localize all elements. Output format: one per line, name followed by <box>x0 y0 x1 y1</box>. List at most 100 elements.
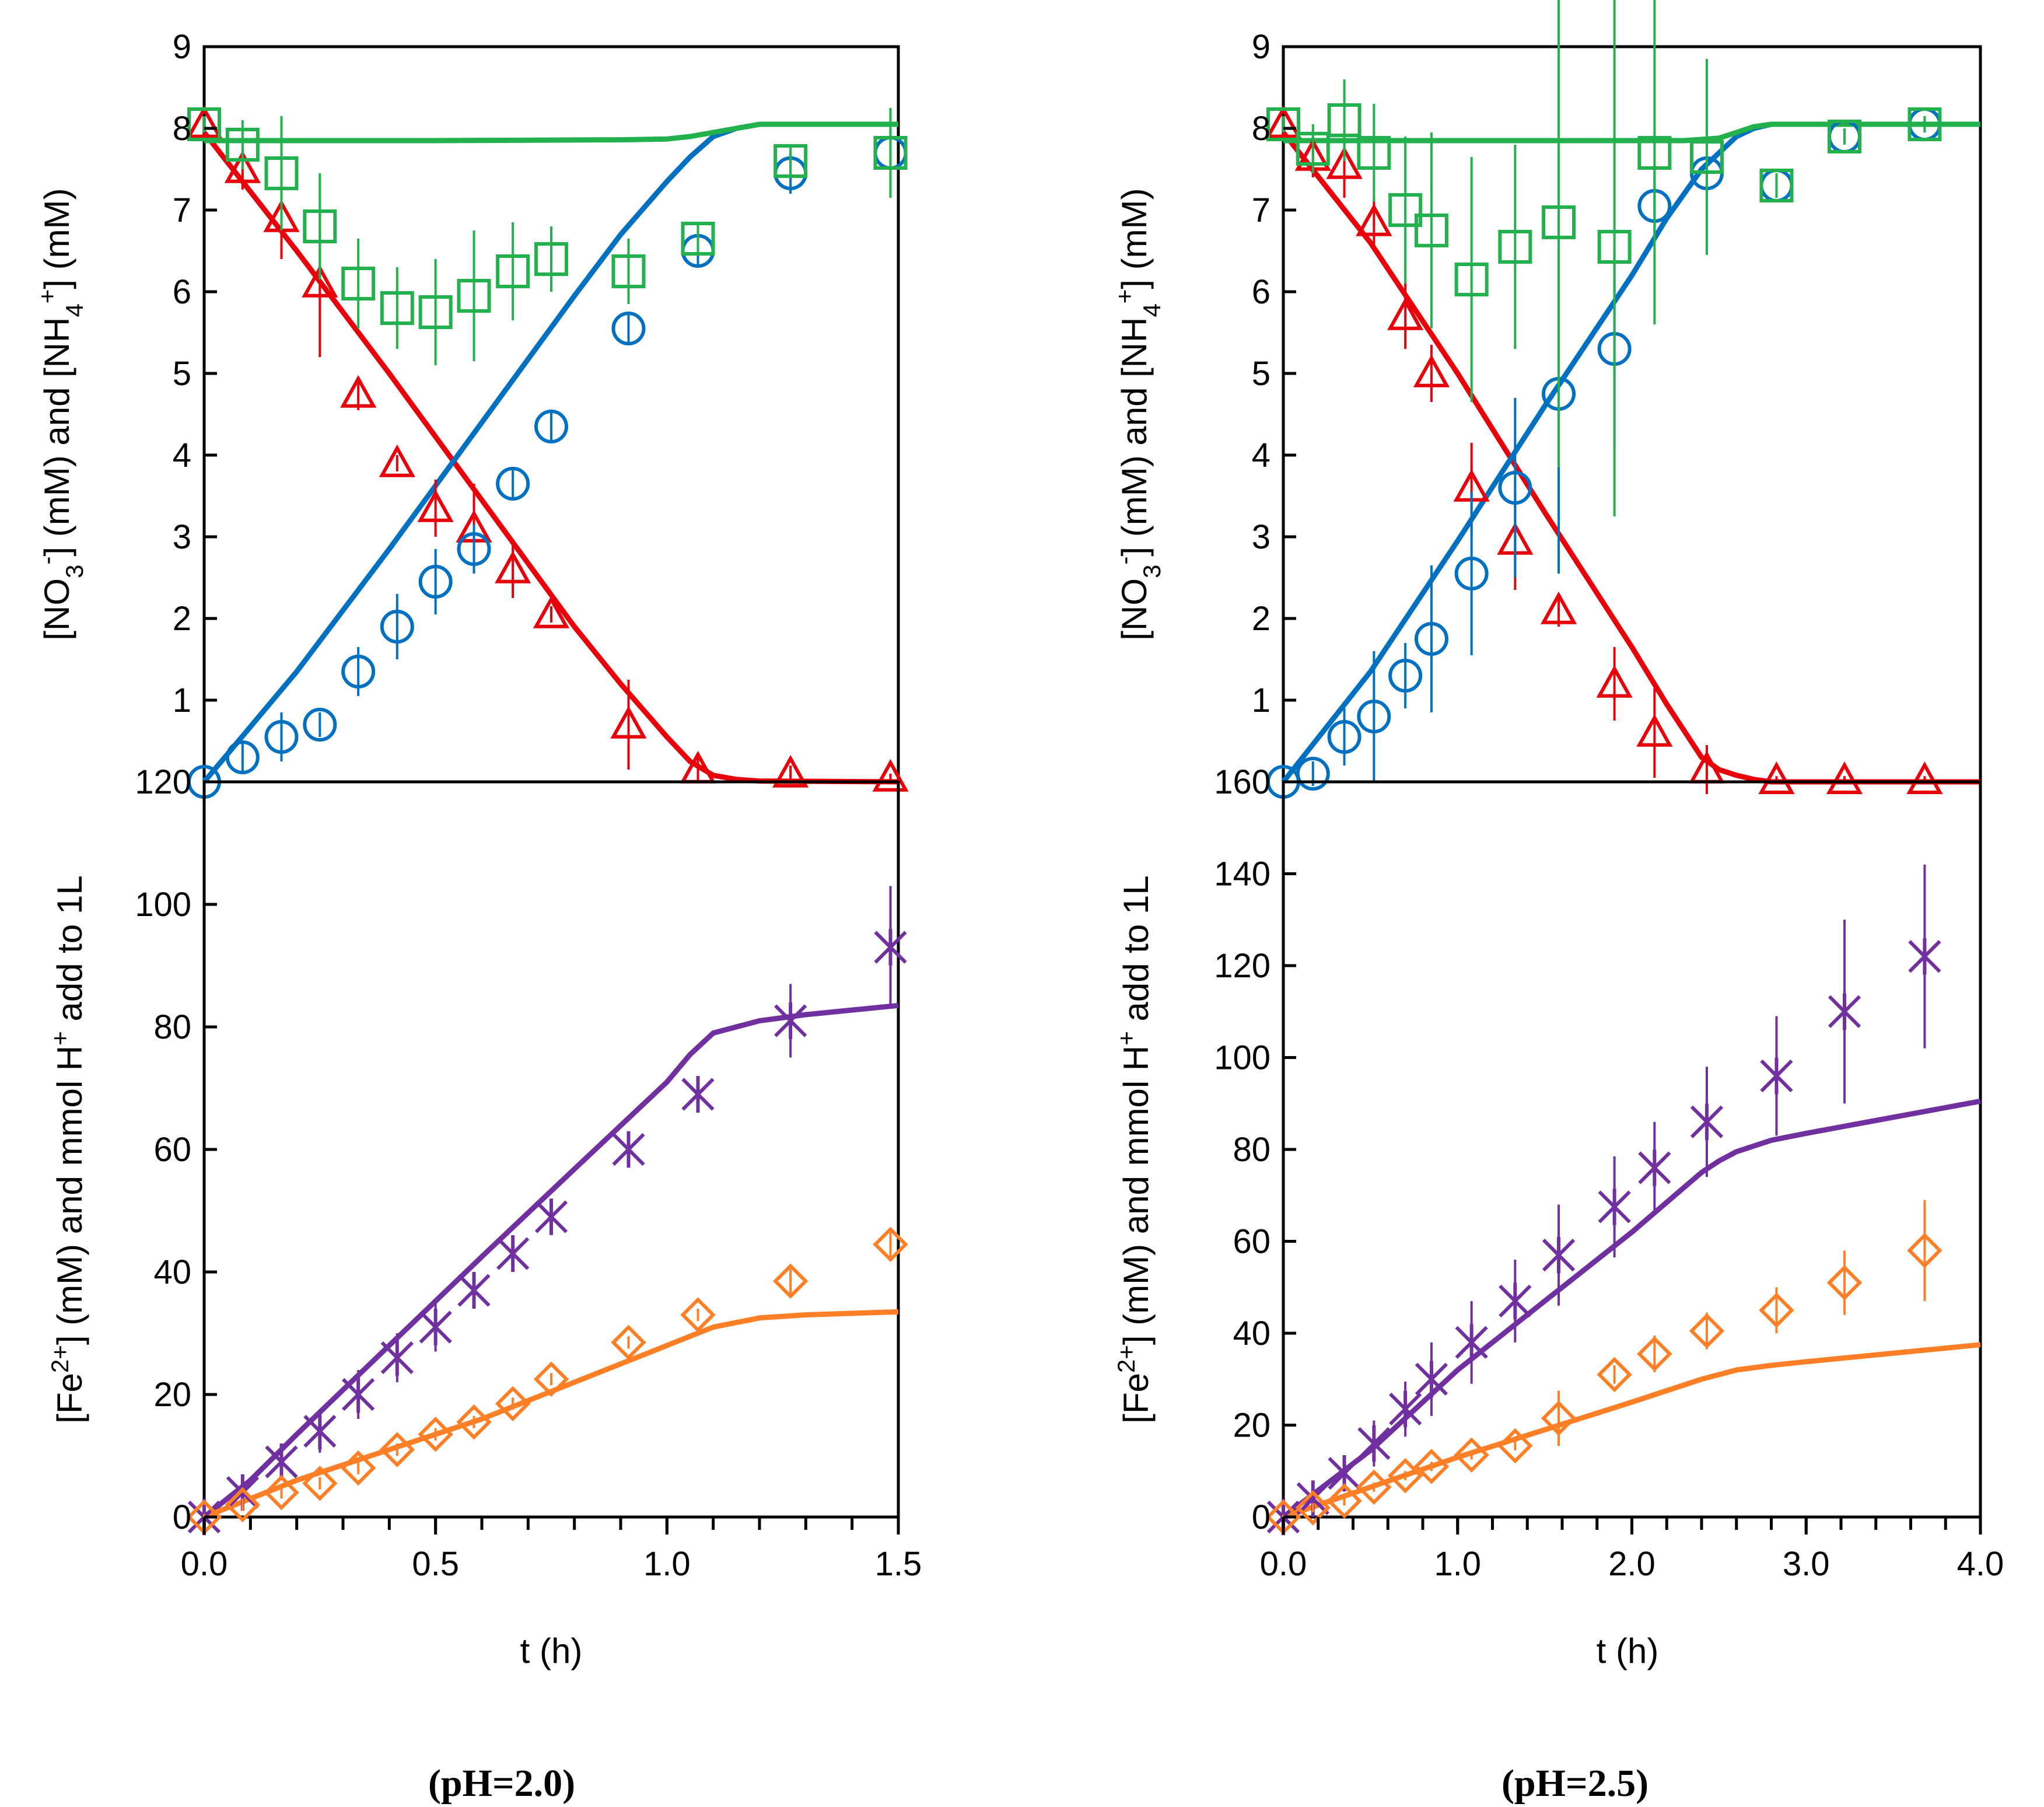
left-top-marks <box>186 105 909 799</box>
data-point-circle <box>341 655 376 688</box>
data-point-triangle <box>1265 105 1302 138</box>
data-point-diamond <box>533 1361 569 1397</box>
y-tick-label: 3 <box>173 518 191 556</box>
y-tick-label: 80 <box>1233 1131 1270 1169</box>
y-tick-label: 6 <box>1252 273 1270 311</box>
data-point-diamond <box>611 1324 646 1360</box>
data-point-triangle <box>610 705 647 739</box>
right-panel-caption: (pH=2.5) <box>1502 1762 1648 1805</box>
data-point-diamond <box>1637 1336 1672 1372</box>
data-point-diamond <box>680 1297 716 1333</box>
y-tick-label: 2 <box>173 600 191 638</box>
model-line <box>1282 1342 1981 1520</box>
data-point-circle <box>1327 720 1362 754</box>
data-point-circle <box>418 565 453 599</box>
data-point-diamond <box>1454 1437 1489 1473</box>
data-point-star <box>1542 1236 1576 1274</box>
data-point-triangle <box>1326 146 1363 179</box>
data-point-star <box>496 1235 530 1272</box>
y-tick-label: 0 <box>1252 1498 1270 1536</box>
data-point-diamond <box>495 1386 531 1421</box>
data-point-star <box>1415 1361 1448 1397</box>
data-point-triangle <box>1387 297 1424 330</box>
x-tick-label: 1.0 <box>643 1545 691 1583</box>
data-point-circle <box>1388 659 1423 693</box>
y-tick-label: 4 <box>1252 436 1270 474</box>
data-point-diamond <box>379 1432 415 1467</box>
data-point-circle <box>303 708 337 742</box>
x-tick-label: 1.0 <box>1434 1545 1481 1583</box>
y-tick-label: 2 <box>1252 600 1270 638</box>
data-point-circle <box>457 532 491 566</box>
data-point-diamond <box>340 1450 376 1486</box>
y-tick-label: 8 <box>173 110 191 148</box>
data-point-triangle <box>1413 354 1450 387</box>
data-point-diamond <box>1759 1292 1794 1328</box>
data-point-square <box>225 128 260 162</box>
y-tick-label: 8 <box>1252 110 1270 148</box>
y-tick-label: 80 <box>153 1008 191 1046</box>
data-point-diamond <box>1497 1428 1533 1464</box>
y-tick-label: 40 <box>153 1253 191 1291</box>
data-point-star <box>681 1076 715 1113</box>
y-tick-label: 160 <box>1214 763 1270 801</box>
data-point-square <box>1759 169 1794 202</box>
data-point-square <box>1597 230 1632 264</box>
data-point-star <box>534 1198 568 1235</box>
data-point-triangle <box>1540 591 1577 624</box>
left-bottom-ticks: 0 20 40 60 80 100 120 0.0 0.5 1.0 1.5 <box>135 763 922 1583</box>
right-top-ticks: 1 2 3 4 5 6 7 8 9 <box>1252 28 1296 719</box>
data-point-diamond <box>1387 1458 1423 1494</box>
data-point-diamond <box>1413 1449 1450 1484</box>
data-point-diamond <box>1326 1483 1362 1519</box>
data-point-circle <box>1357 700 1391 733</box>
data-point-triangle <box>186 105 223 138</box>
y-tick-label: 60 <box>153 1131 191 1169</box>
model-line <box>1282 1098 1981 1519</box>
data-point-triangle <box>1906 761 1943 794</box>
data-point-star <box>342 1376 375 1413</box>
data-point-star <box>419 1309 452 1345</box>
data-point-diamond <box>873 1226 908 1262</box>
x-tick-label: 4.0 <box>1957 1545 2004 1583</box>
right-bottom-y-axis-label: [Fe2+] (mM) and mmol H+ add to 1L <box>1112 875 1156 1423</box>
left-top-ticks: 1 2 3 4 5 6 7 8 9 <box>173 28 217 719</box>
data-point-triangle <box>302 264 338 298</box>
y-tick-label: 20 <box>1233 1407 1270 1445</box>
y-tick-label: 7 <box>1252 191 1270 229</box>
data-point-square <box>681 222 715 256</box>
y-tick-label: 5 <box>1252 355 1270 393</box>
data-point-star <box>1908 938 1941 975</box>
data-point-star <box>1389 1390 1422 1428</box>
data-point-circle <box>1414 622 1448 656</box>
data-point-diamond <box>1907 1233 1943 1268</box>
data-point-square <box>1689 140 1724 174</box>
data-point-square <box>1414 214 1448 247</box>
data-point-triangle <box>1758 761 1795 794</box>
data-point-star <box>1499 1282 1532 1320</box>
data-point-circle <box>380 610 414 644</box>
data-point-circle <box>1454 557 1489 590</box>
data-point-square <box>1637 136 1672 170</box>
data-point-diamond <box>302 1466 338 1501</box>
x-tick-label: 0.0 <box>181 1545 228 1583</box>
data-point-square <box>380 291 414 325</box>
data-point-triangle <box>872 759 909 792</box>
data-point-circle <box>264 720 299 754</box>
y-tick-label: 60 <box>1233 1223 1270 1261</box>
data-point-triangle <box>1826 761 1863 794</box>
data-point-square <box>303 209 337 243</box>
data-point-circle <box>611 312 646 345</box>
data-point-star <box>1598 1189 1631 1225</box>
data-point-diamond <box>1597 1357 1632 1393</box>
x-tick-label: 0.5 <box>412 1545 459 1583</box>
y-tick-label: 120 <box>1214 947 1270 985</box>
data-point-triangle <box>772 754 809 788</box>
left-bottom-marks <box>186 886 908 1536</box>
data-point-star <box>1455 1324 1488 1361</box>
data-point-square <box>187 107 221 141</box>
y-tick-label: 140 <box>1214 855 1270 893</box>
data-point-triangle <box>379 444 415 477</box>
data-point-triangle <box>533 595 570 628</box>
